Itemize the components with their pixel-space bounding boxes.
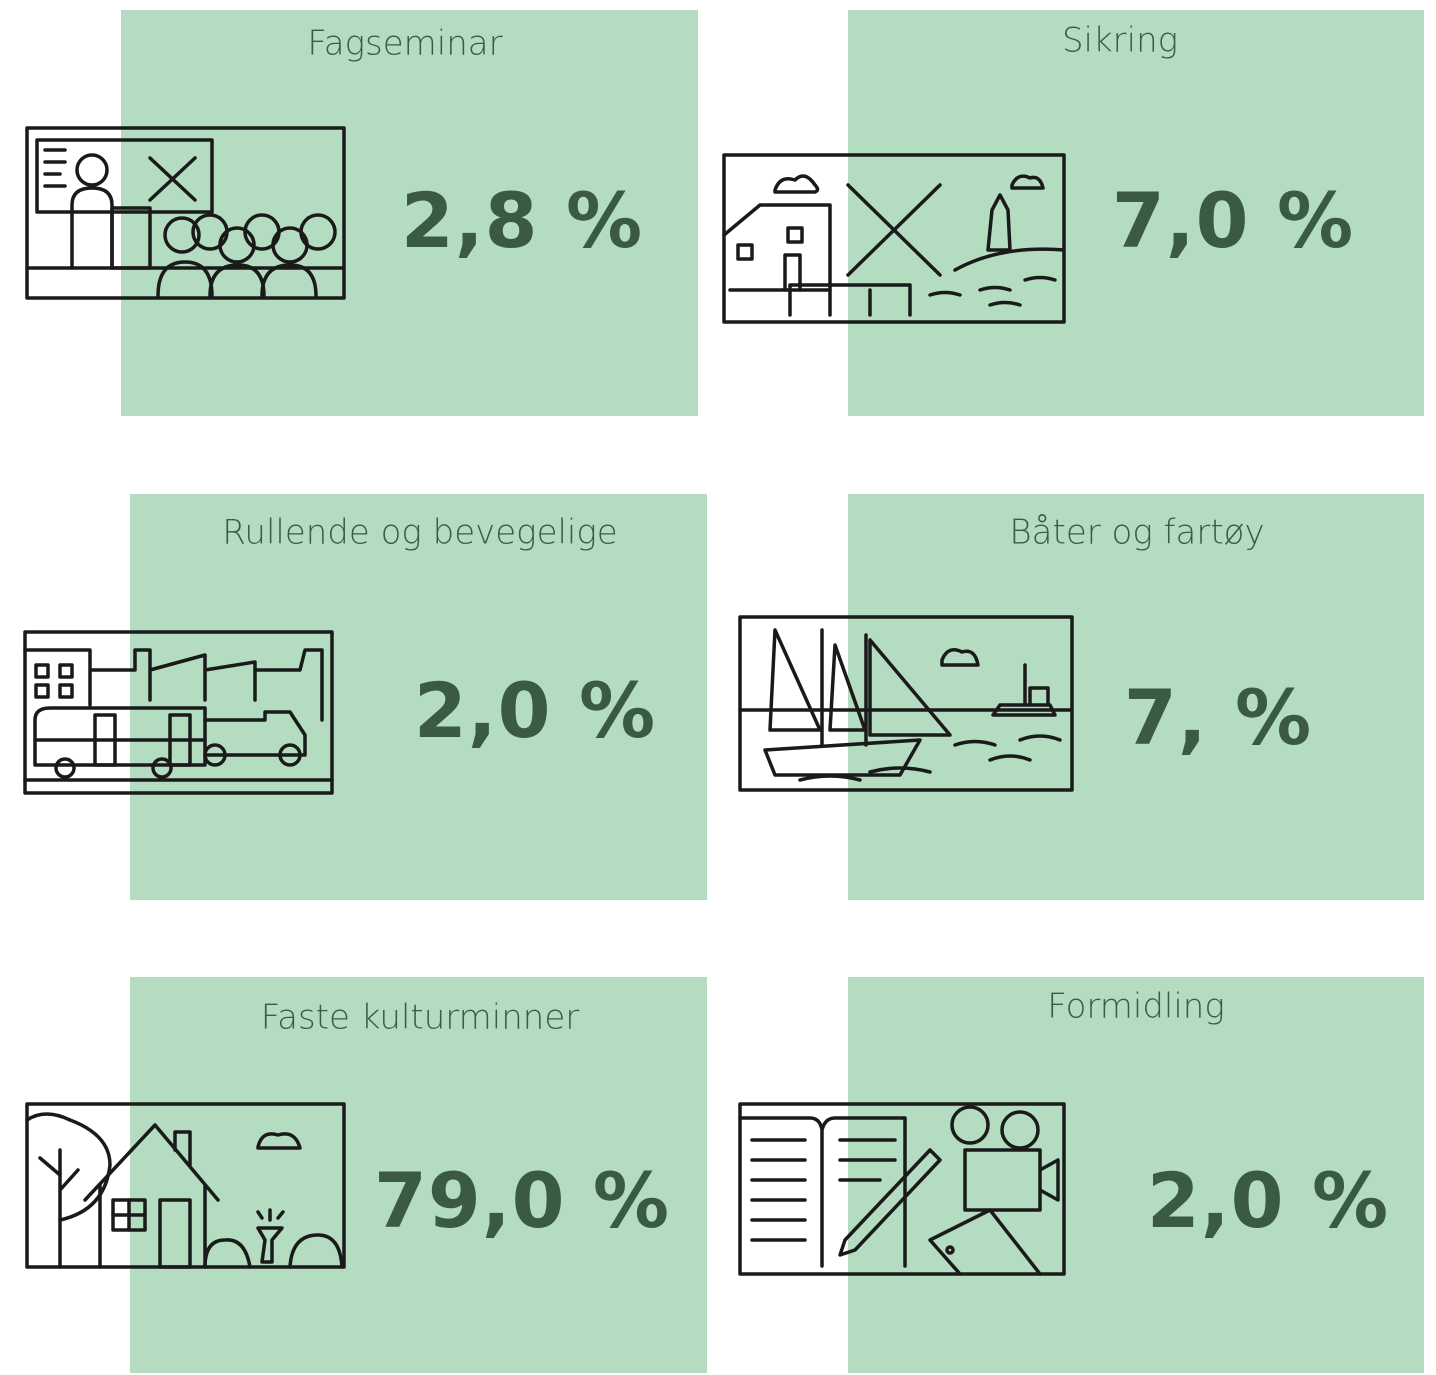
card-value: 79,0 % — [374, 1156, 670, 1245]
card-title: Sikring — [1062, 21, 1178, 61]
card-value: 2,8 % — [401, 176, 643, 265]
card-title: Rullende og bevegelige — [222, 513, 617, 553]
card-title: Båter og fartøy — [1009, 513, 1264, 553]
card-value: 7,0 % — [1112, 176, 1354, 265]
card-title: Faste kulturminner — [261, 998, 580, 1038]
card-value: 2,0 % — [414, 666, 656, 755]
card-value: 2,0 % — [1147, 1156, 1389, 1245]
card-title: Fagseminar — [307, 24, 502, 64]
card-title: Formidling — [1047, 987, 1225, 1027]
infographic: Fagseminar Sikring Rullende og bevegelig… — [0, 0, 1436, 1375]
card-value: 7, % — [1124, 673, 1312, 762]
